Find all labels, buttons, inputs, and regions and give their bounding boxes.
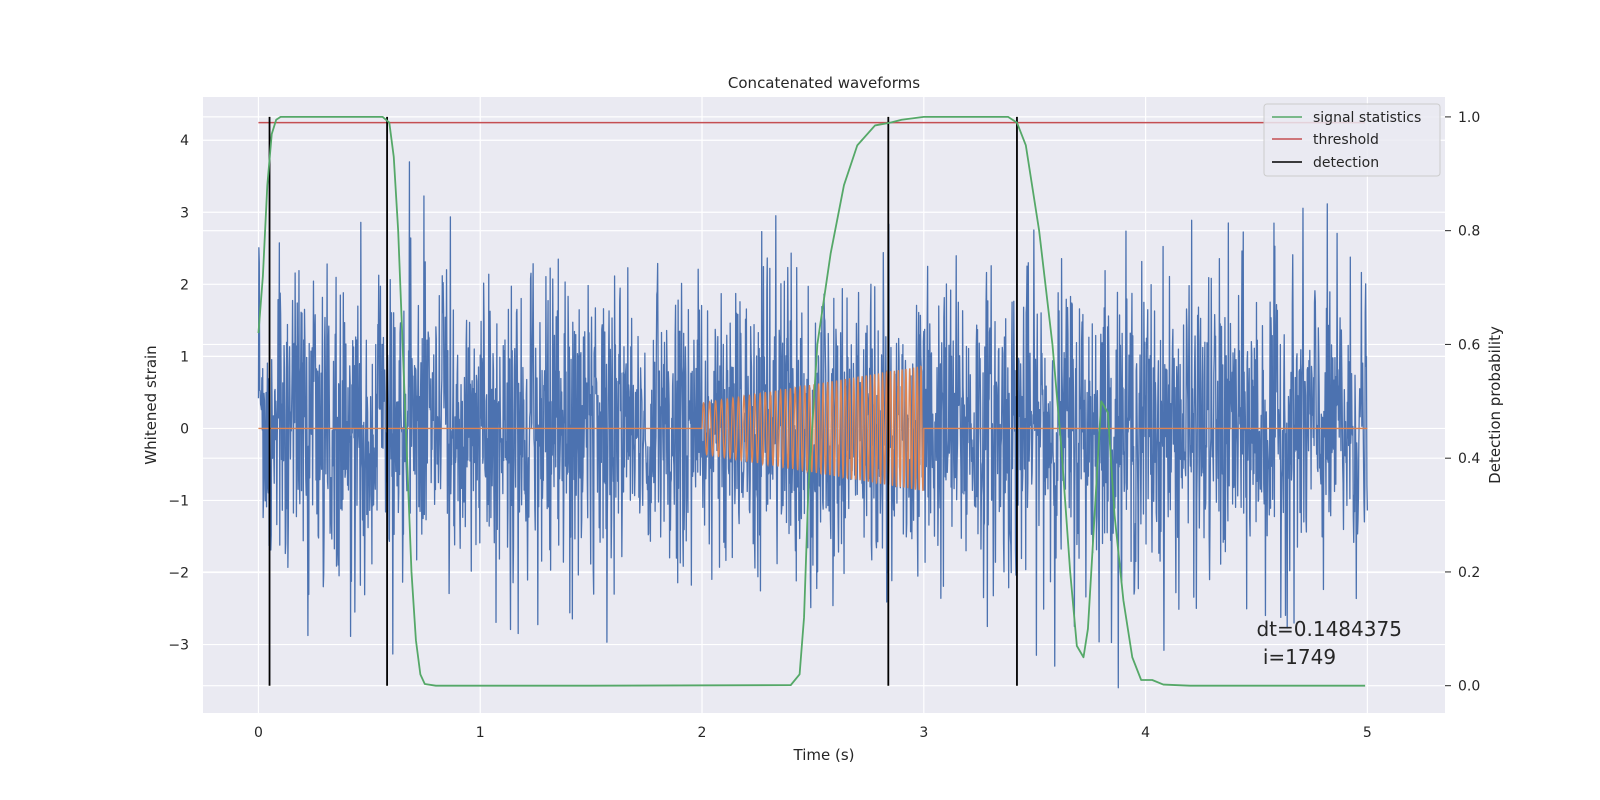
x-tick-label: 0 (254, 725, 263, 741)
y2-tick-label: 0.8 (1458, 224, 1480, 240)
y-tick-label: −3 (168, 638, 189, 654)
detection-series (268, 116, 1018, 686)
x-axis-label: Time (s) (793, 746, 855, 764)
y-tick-label: 4 (180, 133, 189, 149)
y2-tick-label: 0.2 (1458, 565, 1480, 581)
signal-statistics-series (257, 116, 1366, 687)
x-tick-label: 2 (698, 725, 707, 741)
whitened-strain-series (257, 161, 1369, 689)
y-tick-label: −2 (168, 566, 189, 582)
y2-axis-label: Detection probability (1486, 326, 1504, 484)
y-tick-label: 3 (180, 205, 189, 221)
x-tick-label: 4 (1141, 725, 1150, 741)
y2-axis-ticks: 0.0 0.2 0.4 0.6 0.8 1.0 (1445, 110, 1480, 695)
y2-tick-label: 0.0 (1458, 679, 1480, 695)
legend: signal statistics threshold detection (1263, 103, 1441, 177)
legend-label-threshold: threshold (1313, 132, 1379, 148)
signal-statistics-line (257, 116, 1366, 687)
y2-tick-label: 0.4 (1458, 451, 1480, 467)
legend-label-signal-statistics: signal statistics (1313, 110, 1421, 126)
x-tick-label: 1 (476, 725, 485, 741)
x-tick-label: 5 (1363, 725, 1372, 741)
y-axis-ticks: −3 −2 −1 0 1 2 3 4 (168, 133, 189, 653)
annotation-index: i=1749 (1256, 645, 1336, 669)
annotation-dt: dt=0.1484375 (1256, 617, 1401, 641)
x-tick-label: 3 (919, 725, 928, 741)
y-tick-label: 1 (180, 349, 189, 365)
annotation: dt=0.1484375 i=1749 (1256, 617, 1401, 669)
y-tick-label: 2 (180, 277, 189, 293)
strain-line (257, 161, 1369, 689)
y-axis-label: Whitened strain (142, 345, 160, 464)
chart-title: Concatenated waveforms (728, 74, 920, 92)
legend-box (1263, 103, 1441, 177)
legend-label-detection: detection (1313, 155, 1379, 171)
y2-tick-label: 0.6 (1458, 337, 1480, 353)
y-tick-label: 0 (180, 421, 189, 437)
y2-tick-label: 1.0 (1458, 110, 1480, 126)
x-axis-ticks: 0 1 2 3 4 5 (254, 725, 1372, 741)
y-tick-label: −1 (168, 493, 189, 509)
